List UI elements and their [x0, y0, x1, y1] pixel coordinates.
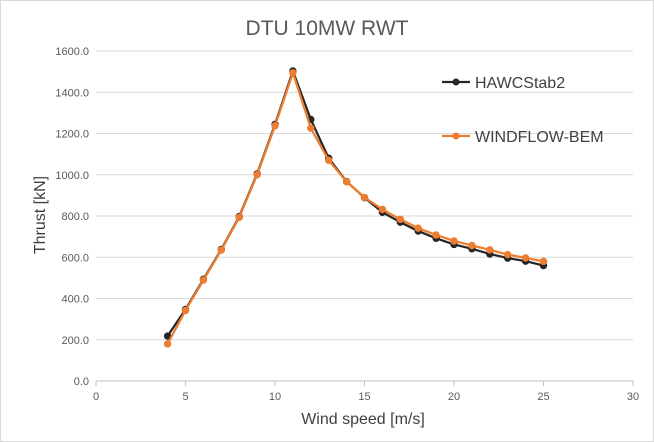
y-tick-label: 1400.0 — [55, 87, 89, 99]
y-tick-label: 1000.0 — [55, 170, 89, 182]
x-tick-label: 10 — [269, 391, 281, 403]
x-tick-label: 30 — [627, 391, 639, 403]
series-2-point — [271, 122, 279, 130]
x-axis-title: Wind speed [m/s] — [301, 411, 425, 428]
x-tick-label: 5 — [182, 391, 188, 403]
chart-title: DTU 10MW RWT — [246, 17, 409, 40]
series-2-point — [217, 246, 226, 254]
series-line-2 — [166, 71, 544, 345]
series-line-1 — [166, 69, 544, 337]
y-tick-label: 0.0 — [74, 376, 89, 388]
y-tick-label: 1200.0 — [55, 129, 89, 141]
y-axis-title: Thrust [kN] — [32, 176, 49, 254]
series-2-point — [414, 224, 422, 232]
y-tick-label: 1600.0 — [55, 46, 89, 58]
grid-layer — [96, 50, 633, 382]
series-2-point — [163, 340, 172, 348]
legend-label-2: WINDFLOW-BEM — [475, 129, 604, 146]
series-2-point — [342, 178, 351, 186]
series-2-point — [450, 237, 458, 245]
series-2-point — [504, 250, 512, 259]
series-2-point — [378, 205, 387, 214]
y-tick-label: 200.0 — [61, 335, 89, 347]
series-2-point — [396, 215, 404, 224]
series-layer — [163, 67, 548, 348]
y-tick-label: 400.0 — [61, 294, 89, 306]
x-tick-label: 15 — [358, 391, 370, 403]
series-2-point — [289, 69, 297, 77]
series-2-point — [235, 213, 243, 222]
series-2-point — [432, 231, 440, 239]
legend: HAWCStab2 WINDFLOW-BEM — [442, 75, 604, 146]
series-2-point — [181, 306, 190, 315]
series-2-point — [521, 254, 530, 262]
legend-label-1: HAWCStab2 — [475, 75, 565, 92]
legend-marker-1 — [452, 78, 460, 86]
x-tick-label: 20 — [448, 391, 460, 403]
x-tick-label: 25 — [537, 391, 549, 403]
legend-marker-2 — [452, 132, 460, 140]
x-tick-label: 0 — [93, 391, 99, 403]
series-2-point — [253, 171, 261, 179]
y-tick-label: 800.0 — [61, 211, 89, 223]
y-tick-label: 600.0 — [61, 252, 89, 264]
series-2-point — [199, 276, 208, 284]
axis-layer: 0.0 200.0 400.0 600.0 800.0 1000.0 1200.0 1400.… — [55, 46, 639, 403]
series-2-point — [325, 156, 333, 165]
series-2-point — [539, 257, 548, 266]
series-2-point — [468, 241, 476, 250]
series-2-point — [307, 124, 315, 132]
series-2-point — [360, 193, 369, 202]
series-2-point — [486, 246, 494, 254]
